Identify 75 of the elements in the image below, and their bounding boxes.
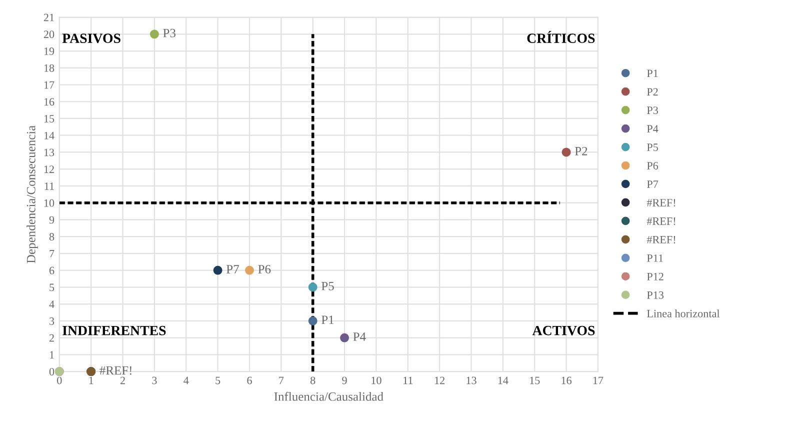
point: [308, 316, 318, 326]
y-tick-label: 11: [44, 182, 54, 190]
annotation: ACTIVOS: [532, 326, 595, 336]
annotation: P7: [226, 265, 239, 274]
annotation: P6: [258, 265, 271, 274]
legend-label: P6: [647, 162, 658, 170]
x-tick-label: 14: [498, 376, 508, 384]
y-tick-label: 17: [44, 81, 54, 89]
y-tick-label: 8: [49, 233, 54, 241]
x-tick-label: 16: [562, 376, 572, 384]
legend-label: P7: [647, 180, 658, 188]
y-tick-label: 4: [49, 300, 54, 308]
y-tick-label: 15: [44, 115, 54, 122]
point: [340, 333, 350, 342]
y-tick-label: 16: [44, 98, 54, 106]
legend-label: Linea horizontal: [647, 310, 720, 318]
x-tick-label: 5: [216, 376, 220, 384]
point: [562, 148, 571, 157]
annotation: INDIFERENTES: [62, 326, 166, 336]
legend-label: #REF!: [646, 199, 676, 206]
y-tick-label: 21: [44, 14, 54, 22]
x-tick-label: 10: [372, 376, 382, 384]
annotation: PASIVOS: [62, 34, 120, 44]
y-tick-label: 5: [50, 284, 54, 292]
y-tick-label: 19: [44, 48, 54, 55]
y-tick-label: 6: [49, 266, 54, 274]
x-tick-label: 2: [120, 376, 125, 384]
legend-label: P12: [647, 272, 664, 280]
y-tick-label: 1: [50, 351, 54, 359]
y-tick-label: 7: [50, 250, 54, 258]
point: [244, 266, 254, 275]
x-tick-label: 15: [530, 376, 540, 384]
point: [213, 266, 222, 275]
y-tick-label: 10: [44, 199, 54, 207]
y-tick-label: 2: [49, 334, 54, 342]
x-axis-title: Influencia/Causalidad: [274, 392, 384, 401]
x-tick-label: 8: [310, 376, 316, 384]
annotation: P1: [322, 316, 334, 324]
x-tick-label: 6: [247, 376, 252, 384]
annotation: P3: [163, 28, 176, 38]
y-tick-label: 13: [44, 148, 54, 156]
y-tick-label: 3: [50, 317, 54, 325]
point: [308, 282, 318, 292]
y-tick-label: 12: [44, 166, 54, 173]
x-tick-label: 17: [593, 376, 604, 384]
legend-label: P5: [647, 144, 658, 152]
x-tick-label: 4: [184, 376, 189, 384]
y-tick-label: 20: [44, 30, 54, 38]
legend-label: P4: [647, 125, 658, 132]
x-tick-label: 9: [342, 376, 347, 384]
legend-label: P11: [647, 254, 663, 262]
annotation: P2: [574, 146, 588, 156]
annotation: P5: [322, 282, 334, 290]
y-tick-label: 0: [49, 368, 54, 376]
x-tick-label: 12: [434, 376, 445, 384]
y-tick-label: 9: [49, 216, 54, 224]
annotation: #REF!: [100, 366, 132, 375]
x-tick-label: 13: [466, 376, 476, 384]
x-tick-label: 3: [152, 376, 157, 384]
x-tick-label: 7: [279, 376, 284, 384]
y-tick-label: 14: [44, 132, 54, 140]
legend-label: P2: [647, 88, 658, 96]
legend-label: P13: [647, 291, 664, 299]
annotation: P4: [353, 332, 366, 341]
y-axis-title: Dependencia/Consecuencia: [26, 126, 38, 264]
point: [150, 30, 159, 39]
legend-label: P3: [647, 106, 658, 114]
legend-label: #REF!: [646, 218, 676, 225]
y-tick-label: 18: [44, 64, 54, 72]
legend-label: P1: [647, 70, 658, 77]
annotation: CRÍTICOS: [527, 30, 595, 43]
x-tick-label: 0: [57, 376, 62, 384]
x-tick-label: 1: [89, 376, 94, 384]
x-tick-label: 11: [404, 376, 413, 384]
legend-label: #REF!: [646, 236, 676, 244]
